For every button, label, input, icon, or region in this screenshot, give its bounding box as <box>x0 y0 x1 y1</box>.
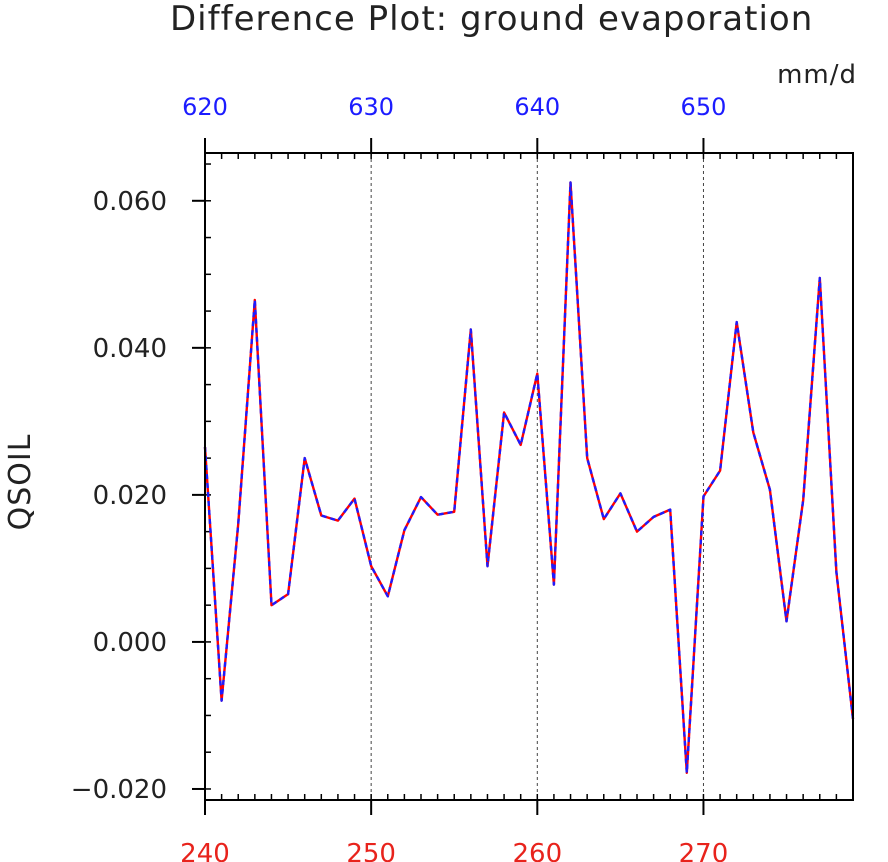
top-x-tick-label: 640 <box>514 93 560 121</box>
y-tick-label: 0.020 <box>93 481 167 511</box>
tick-labels: 240 250 260 270 620 630 640 650 0.060 0.040 0.020 0… <box>71 93 729 862</box>
y-axis-label: QSOIL <box>3 434 38 531</box>
y-tick-label: 0.040 <box>93 334 167 364</box>
series-layer <box>203 181 855 774</box>
series-line-2 <box>203 181 855 774</box>
grid-lines <box>370 153 704 800</box>
top-x-tick-label: 620 <box>182 93 228 121</box>
x-tick-label: 250 <box>346 839 396 862</box>
plot-frame <box>204 152 854 801</box>
x-tick-label: 260 <box>512 839 562 862</box>
top-x-tick-label: 630 <box>348 93 394 121</box>
top-x-tick-label: 650 <box>681 93 727 121</box>
y-tick-label: −0.020 <box>71 775 167 805</box>
x-tick-label: 240 <box>180 839 230 862</box>
series-line-1 <box>203 181 855 774</box>
x-tick-label: 270 <box>679 839 729 862</box>
y-tick-label: 0.000 <box>93 628 167 658</box>
chart-units: mm/d <box>777 60 857 90</box>
axis-ticks <box>192 138 854 815</box>
chart-title: Difference Plot: ground evaporation <box>170 0 813 39</box>
y-tick-label: 0.060 <box>93 187 167 217</box>
